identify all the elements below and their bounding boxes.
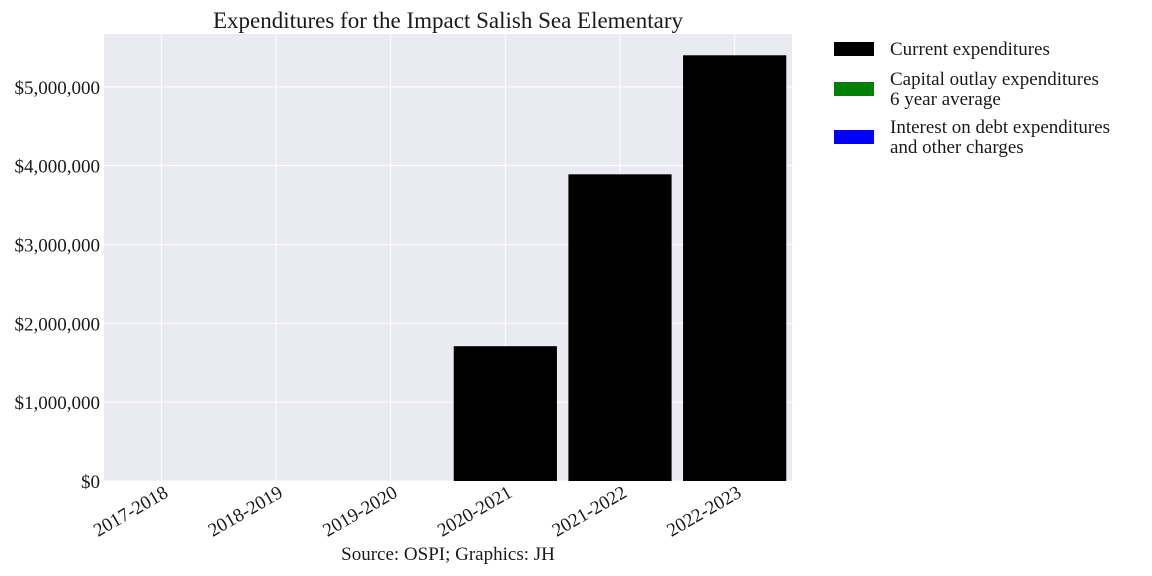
y-tick-label: $4,000,000 xyxy=(15,157,101,178)
x-tick-label: 2022-2023 xyxy=(663,482,745,541)
y-tick-label: $2,000,000 xyxy=(15,314,101,335)
source-caption: Source: OSPI; Graphics: JH xyxy=(341,544,555,565)
y-tick-label: $1,000,000 xyxy=(15,393,101,414)
x-tick-label: 2021-2022 xyxy=(549,482,631,541)
chart-title: Expenditures for the Impact Salish Sea E… xyxy=(213,8,684,33)
bars xyxy=(453,55,787,482)
x-tick-label: 2020-2021 xyxy=(434,482,516,541)
bar-2022-2023 xyxy=(683,55,787,482)
legend-label: and other charges xyxy=(890,137,1024,158)
x-tick-label: 2019-2020 xyxy=(319,482,401,541)
bar-2021-2022 xyxy=(568,174,672,481)
y-tick-label: $3,000,000 xyxy=(15,235,101,256)
bar-2020-2021 xyxy=(453,346,557,481)
y-axis-ticks: $0 $1,000,000 $2,000,000 $3,000,000 $4,000,0… xyxy=(15,78,101,493)
legend-label: Current expenditures xyxy=(890,39,1050,60)
x-tick-label: 2017-2018 xyxy=(90,482,172,541)
y-tick-label: $5,000,000 xyxy=(15,78,101,99)
y-tick-label: $0 xyxy=(81,472,100,493)
legend-label: Interest on debt expenditures xyxy=(890,117,1110,138)
legend-swatch xyxy=(834,82,874,96)
legend-label: 6 year average xyxy=(890,89,1001,110)
x-axis-ticks: 2017-2018 2018-2019 2019-2020 2020-2021 2021… xyxy=(90,482,745,541)
x-tick-label: 2018-2019 xyxy=(205,482,287,541)
legend-swatch xyxy=(834,42,874,56)
plot-area xyxy=(104,34,792,481)
legend-swatch xyxy=(834,130,874,144)
legend-label: Capital outlay expenditures xyxy=(890,69,1099,90)
legend: Current expenditures Capital outlay expen… xyxy=(834,39,1110,158)
